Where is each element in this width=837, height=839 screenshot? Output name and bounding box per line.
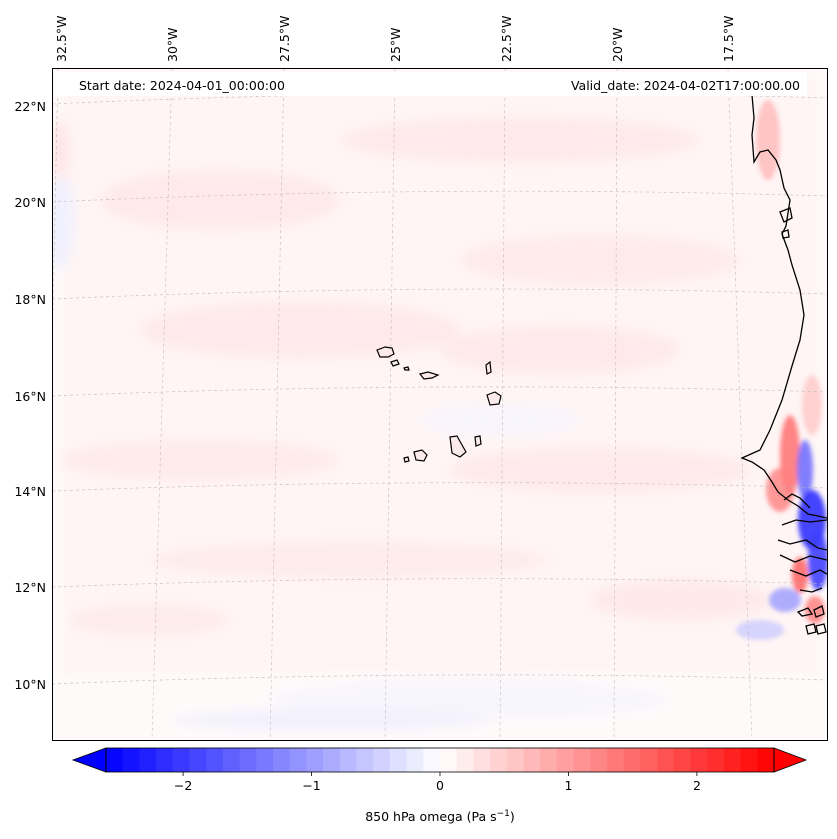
colorbar-cell [356, 748, 374, 772]
colorbar-extend-max [773, 747, 808, 773]
colorbar-cell [623, 748, 641, 772]
colorbar-cell [657, 748, 675, 772]
colorbar-cell [506, 748, 525, 772]
colorbar-cell [690, 748, 708, 772]
colorbar-cell [673, 748, 692, 772]
colorbar-label-exponent: −1 [497, 809, 510, 819]
lon-label: 25°W [388, 27, 403, 62]
colorbar-cell [523, 748, 541, 772]
colorbar-cell [373, 748, 391, 772]
colorbar-cell [757, 748, 775, 772]
colorbar-cell [172, 748, 191, 772]
lat-label: 22°N [14, 99, 46, 114]
colorbar-cell [573, 748, 591, 772]
colorbar-cell [122, 748, 140, 772]
lat-label: 20°N [14, 195, 46, 210]
colorbar-cells [106, 748, 775, 772]
longitude-labels: 32.5°W 30°W 27.5°W 25°W 22.5°W 20°W 17.5… [54, 16, 736, 62]
colorbar-cell [423, 748, 441, 772]
lon-label: 32.5°W [54, 16, 69, 62]
colorbar-cell [156, 748, 174, 772]
lon-label: 27.5°W [277, 16, 292, 62]
omega-field [52, 75, 827, 730]
colorbar-cell [239, 748, 257, 772]
colorbar-cell [189, 748, 207, 772]
colorbar: −2 −1 0 1 2 850 hPa omega (Pa s−1) [71, 747, 808, 824]
colorbar-label-close: ) [510, 809, 515, 824]
colorbar-tick-label: −2 [174, 778, 192, 793]
colorbar-cell [556, 748, 575, 772]
lat-label: 16°N [14, 389, 46, 404]
lat-label: 10°N [14, 677, 46, 692]
colorbar-cell [139, 748, 157, 772]
colorbar-label: 850 hPa omega (Pa s−1) [365, 809, 515, 824]
colorbar-ticks: −2 −1 0 1 2 [174, 772, 701, 793]
map-panel [52, 68, 827, 740]
colorbar-cell [389, 748, 408, 772]
island-santiago [449, 435, 467, 458]
lat-label: 14°N [14, 484, 46, 499]
lat-label: 18°N [14, 292, 46, 307]
colorbar-cell [306, 748, 324, 772]
colorbar-cell [440, 748, 458, 772]
colorbar-cell [540, 748, 558, 772]
colorbar-cell [723, 748, 742, 772]
island-brava [403, 456, 410, 463]
colorbar-cell [406, 748, 424, 772]
lon-label: 30°W [165, 27, 180, 62]
island-maio [474, 435, 482, 447]
africa-coastline [740, 94, 827, 635]
colorbar-cell [490, 748, 508, 772]
island-fogo [413, 449, 428, 462]
colorbar-tick-label: 1 [564, 778, 572, 793]
lon-label: 20°W [610, 27, 625, 62]
colorbar-cell [256, 748, 274, 772]
latitude-labels: 22°N 20°N 18°N 16°N 14°N 12°N 10°N [14, 99, 46, 692]
colorbar-extend-min [71, 747, 107, 773]
island-sal [485, 360, 492, 375]
colorbar-cell [707, 748, 725, 772]
island-santo-antao [376, 346, 395, 358]
colorbar-cell [323, 748, 341, 772]
cape-verde-islands [376, 346, 502, 463]
colorbar-cell [106, 748, 124, 772]
colorbar-cell [273, 748, 291, 772]
map-frame [52, 68, 828, 741]
lon-label: 22.5°W [499, 16, 514, 62]
colorbar-cell [607, 748, 625, 772]
lon-label: 17.5°W [721, 16, 736, 62]
colorbar-cell [289, 748, 307, 772]
island-santa-luzia [403, 366, 410, 371]
colorbar-tick-label: 2 [693, 778, 701, 793]
colorbar-cell [740, 748, 758, 772]
colorbar-cell [456, 748, 474, 772]
colorbar-cell [640, 748, 658, 772]
island-sao-nicolau [418, 371, 440, 380]
graticule [52, 68, 827, 740]
colorbar-cell [590, 748, 608, 772]
colorbar-cell [473, 748, 491, 772]
colorbar-cell [339, 748, 358, 772]
lat-label: 12°N [14, 580, 46, 595]
colorbar-tick-label: −1 [302, 778, 320, 793]
colorbar-cell [222, 748, 241, 772]
start-date-label: Start date: 2024-04-01_00:00:00 [79, 78, 285, 93]
colorbar-tick-label: 0 [436, 778, 444, 793]
island-boa-vista [486, 391, 502, 406]
island-sao-vicente [390, 359, 400, 367]
valid-date-label: Valid_date: 2024-04-02T17:00:00.00 [571, 78, 800, 93]
colorbar-cell [206, 748, 224, 772]
